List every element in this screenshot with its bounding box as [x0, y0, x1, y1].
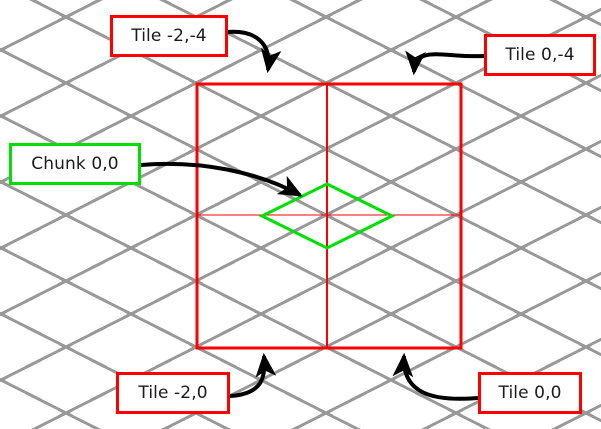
callout-tile-0-neg4[interactable]: Tile 0,-4 — [484, 34, 596, 76]
callout-arrow-tile-neg2-0 — [229, 352, 277, 398]
callout-arrow-chunk-0-0 — [140, 161, 303, 197]
callout-arrow-tile-0-0 — [392, 352, 479, 401]
callout-tile-0-0[interactable]: Tile 0,0 — [478, 372, 582, 414]
callout-label: Tile -2,0 — [138, 382, 208, 403]
callout-chunk-0-0[interactable]: Chunk 0,0 — [9, 143, 141, 185]
callout-tile-neg2-neg4[interactable]: Tile -2,-4 — [110, 15, 228, 57]
callout-tile-neg2-0[interactable]: Tile -2,0 — [116, 372, 230, 414]
callout-arrow-tile-0-neg4 — [405, 50, 485, 76]
callout-label: Tile 0,0 — [498, 382, 562, 403]
callout-label: Tile 0,-4 — [505, 44, 575, 65]
callout-label: Chunk 0,0 — [31, 153, 119, 174]
callout-label: Tile -2,-4 — [131, 25, 207, 46]
callout-arrow-tile-neg2-neg4 — [227, 29, 282, 74]
